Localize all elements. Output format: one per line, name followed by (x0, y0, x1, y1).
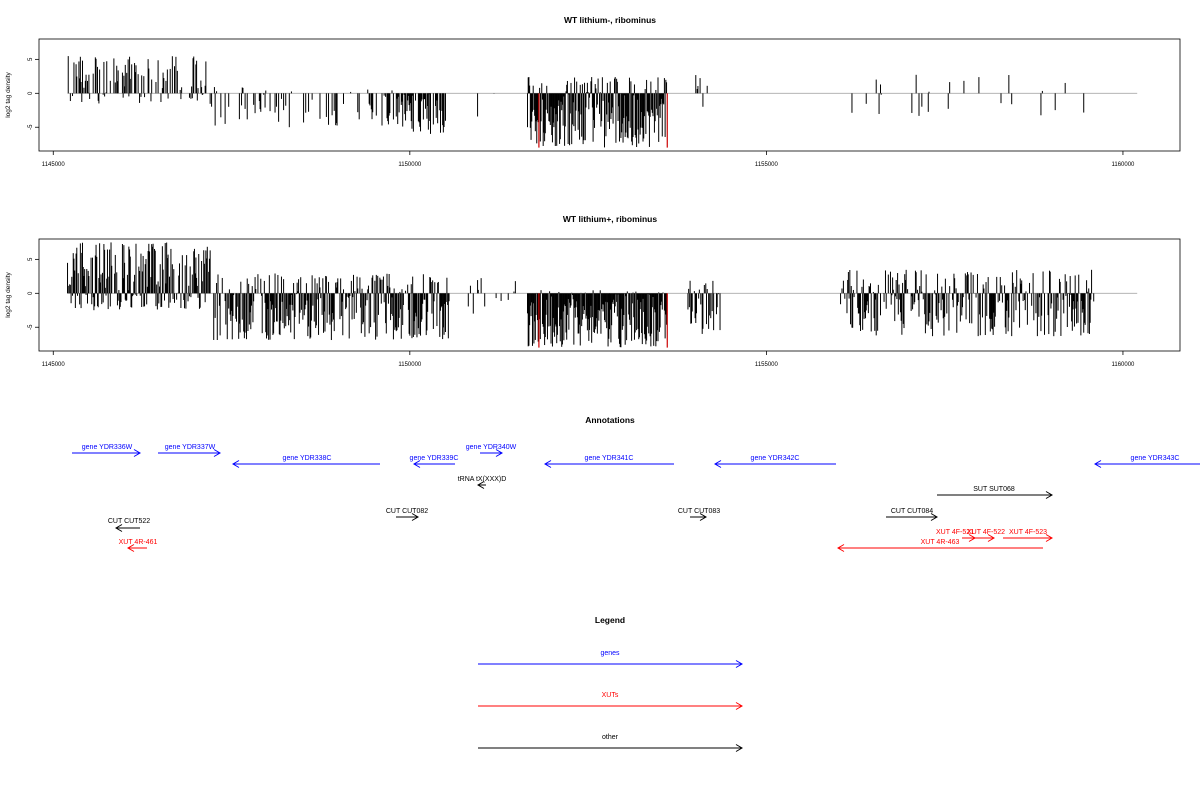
feature-arrow (544, 460, 674, 468)
x-axis: 1145000 1150000 1155000 1160000 (42, 151, 1135, 168)
y-tick-label: 0 (28, 91, 34, 95)
feature-arrow (937, 491, 1053, 499)
x-tick-label: 1155000 (755, 162, 779, 168)
feature-label: SUT SUT068 (973, 486, 1015, 493)
feature-arrow (115, 524, 140, 532)
y-axis-label: log2 tag density (5, 71, 12, 117)
panel-title: WT lithium-, ribominus (564, 15, 656, 25)
feature-arrow (413, 460, 455, 468)
feature-arrow (1003, 534, 1053, 542)
x-tick-label: 1145000 (42, 362, 66, 368)
feature-label: XUT 4R-461 (119, 539, 158, 546)
plot-area (67, 56, 1138, 148)
plot-frame (38, 38, 1181, 152)
feature-label: gene YDR336W (82, 444, 133, 451)
legend-label: XUTs (602, 692, 619, 699)
y-tick-label: -5 (28, 324, 34, 330)
annotations-panel: Annotations gene YDR336W gene YDR337Wgene… (72, 415, 1200, 552)
legend-arrow (478, 744, 743, 752)
feature-label: gene YDR341C (585, 455, 634, 462)
feature-track: gene YDR336W gene YDR337W gene YDR338C gene… (72, 444, 1200, 552)
legend-title: Legend (595, 615, 625, 625)
feature-label: gene YDR338C (283, 455, 332, 462)
feature-label: gene YDR340W (466, 444, 517, 451)
feature-label: CUT CUT082 (386, 508, 428, 515)
plot-frame (38, 238, 1181, 352)
feature-label: XUT 4F-522 (967, 529, 1005, 536)
x-axis: 1145000 1150000 1155000 1160000 (42, 351, 1135, 368)
feature-label: gene YDR339C (410, 455, 459, 462)
feature-arrow (72, 449, 141, 457)
feature-label: XUT 4F-523 (1009, 529, 1047, 536)
feature-arrow (714, 460, 836, 468)
y-axis: -5 0 5 (28, 57, 39, 130)
y-axis-label: log2 tag density (5, 271, 12, 317)
y-axis: -5 0 5 (28, 257, 39, 330)
feature-arrow (232, 460, 380, 468)
legend-items: genes XUTs other (478, 650, 743, 752)
feature-label: CUT CUT084 (891, 508, 933, 515)
feature-label: tRNA tX(XXX)D (458, 476, 507, 483)
legend-arrow (478, 702, 743, 710)
x-tick-label: 1150000 (398, 162, 422, 168)
legend-arrow (478, 660, 743, 668)
legend-label: genes (600, 650, 620, 657)
feature-arrow (477, 481, 486, 489)
feature-arrow (975, 534, 995, 542)
legend: Legend genes XUTs other (478, 615, 743, 752)
annotations-title: Annotations (585, 415, 635, 425)
x-tick-label: 1145000 (42, 162, 66, 168)
legend-label: other (602, 734, 619, 741)
y-tick-label: 0 (28, 291, 34, 295)
feature-arrow (396, 513, 419, 521)
feature-label: CUT CUT083 (678, 508, 720, 515)
feature-arrow (1094, 460, 1200, 468)
feature-label: gene YDR337W (165, 444, 216, 451)
feature-label: XUT 4F-521 (936, 529, 974, 536)
y-tick-label: 5 (28, 57, 34, 61)
feature-label: XUT 4R-463 (921, 539, 960, 546)
plot-area (67, 242, 1138, 348)
panel-lithium-minus: WT lithium-, ribominus -5 0 5 1145000 11500… (5, 15, 1181, 168)
x-tick-label: 1160000 (1111, 362, 1135, 368)
feature-label: gene YDR342C (751, 455, 800, 462)
feature-arrow (158, 449, 221, 457)
panel-lithium-plus: WT lithium+, ribominus -5 0 5 1145000 11500… (5, 214, 1181, 368)
feature-label: CUT CUT522 (108, 518, 150, 525)
x-tick-label: 1155000 (755, 362, 779, 368)
feature-arrow (480, 449, 503, 457)
feature-arrow (690, 513, 707, 521)
feature-arrow (886, 513, 938, 521)
y-tick-label: 5 (28, 257, 34, 261)
feature-arrow (837, 544, 1043, 552)
x-tick-label: 1160000 (1111, 162, 1135, 168)
y-tick-label: -5 (28, 124, 34, 130)
feature-label: gene YDR343C (1131, 455, 1180, 462)
panel-title: WT lithium+, ribominus (563, 214, 657, 224)
feature-arrow (127, 544, 147, 552)
x-tick-label: 1150000 (398, 362, 422, 368)
